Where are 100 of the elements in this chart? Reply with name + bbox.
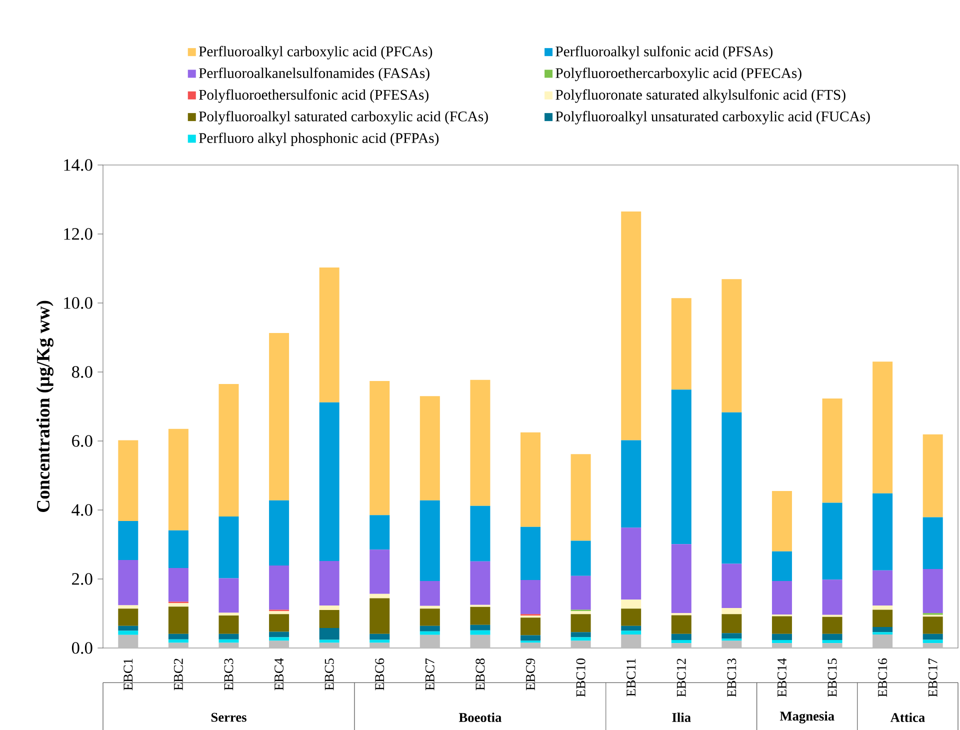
bar <box>218 516 239 578</box>
bar <box>269 500 290 566</box>
bar <box>319 640 340 643</box>
x-tick-label: EBC5 <box>324 658 334 690</box>
y-tick-label: 8.0 <box>72 366 92 378</box>
bar <box>319 561 340 606</box>
bar <box>822 634 842 640</box>
bar <box>772 634 792 640</box>
bar <box>470 624 490 630</box>
bar <box>822 502 842 580</box>
bar <box>772 640 792 644</box>
bar <box>370 550 390 594</box>
bar <box>671 390 692 544</box>
bar <box>722 633 742 639</box>
bar <box>872 632 893 635</box>
bar <box>168 603 188 607</box>
bar <box>520 432 541 527</box>
bar <box>621 626 642 631</box>
legend-label: Polyfluoroethercarboxylic acid (PFECAs) <box>556 68 802 82</box>
bar <box>922 434 943 518</box>
bar <box>621 630 642 635</box>
bar <box>370 380 390 516</box>
bar <box>269 640 290 648</box>
x-tick-label: EBC1 <box>124 658 133 690</box>
bar <box>722 640 742 648</box>
bar <box>520 580 541 614</box>
y-tick-label: 12.0 <box>64 228 92 240</box>
bar <box>872 626 893 632</box>
bar <box>420 634 440 648</box>
bar <box>118 440 138 522</box>
bar <box>570 611 591 614</box>
bar <box>370 634 390 640</box>
x-tick-label: EBC6 <box>375 658 384 690</box>
legend-label: Perfluoroalkyl sulfonic acid (PFSAs) <box>556 46 772 60</box>
bar <box>168 634 188 640</box>
bar <box>420 500 440 582</box>
x-tick-label: EBC16 <box>878 658 888 697</box>
bar <box>470 630 490 635</box>
bar <box>722 608 742 614</box>
bar <box>420 631 440 635</box>
bar <box>319 610 340 628</box>
bar <box>772 581 792 615</box>
bar <box>772 491 792 552</box>
y-axis-title: Concentration (μg/Kg ww) <box>36 300 54 512</box>
y-tick-label: 2.0 <box>72 573 92 585</box>
bar <box>722 412 742 564</box>
bar <box>269 632 290 638</box>
bar <box>570 640 591 648</box>
bar <box>671 643 692 648</box>
x-tick-label: EBC17 <box>928 658 938 697</box>
y-tick-label: 10.0 <box>64 297 92 309</box>
bar <box>722 614 742 634</box>
bar <box>822 640 842 644</box>
bar <box>772 643 792 648</box>
legend-label: Polyfluoroethersulfonic acid (PFESAs) <box>198 89 428 103</box>
bar <box>671 544 692 614</box>
bar <box>671 640 692 644</box>
bar <box>319 606 340 610</box>
bar <box>570 576 591 610</box>
bar <box>420 606 440 609</box>
bar <box>370 642 390 648</box>
bar <box>218 578 239 613</box>
bar <box>269 611 290 614</box>
bar <box>570 454 591 541</box>
bar <box>420 396 440 500</box>
bar <box>872 634 893 648</box>
bar <box>470 561 490 605</box>
bar <box>822 643 842 648</box>
bar <box>370 594 390 598</box>
bar <box>872 362 893 494</box>
bar <box>118 560 138 606</box>
bar <box>822 580 842 615</box>
bar <box>118 630 138 635</box>
bar <box>370 515 390 550</box>
bar <box>922 568 943 614</box>
bar <box>570 632 591 638</box>
bar <box>218 616 239 634</box>
bar <box>922 643 943 648</box>
bar <box>470 634 490 648</box>
bar <box>470 380 490 506</box>
bar <box>269 333 290 500</box>
bar <box>168 428 188 530</box>
x-tick-label: EBC15 <box>828 658 837 697</box>
legend-label: Polyfluoroalkyl unsaturated carboxylic acid (FUCAs) <box>556 110 870 124</box>
bar <box>118 605 138 609</box>
x-tick-label: EBC8 <box>476 658 485 690</box>
bar <box>218 634 239 640</box>
x-tick-label: EBC2 <box>174 658 183 690</box>
bar <box>922 616 943 634</box>
legend-label: Polyfluoroalkyl saturated carboxylic acid (FCAs) <box>198 110 488 124</box>
bar <box>218 384 239 517</box>
bar <box>621 600 642 609</box>
bar <box>269 566 290 610</box>
bar <box>621 440 642 528</box>
bar <box>168 606 188 634</box>
bar <box>420 626 440 632</box>
text: Magnesia <box>780 711 834 724</box>
bar <box>118 626 138 631</box>
bar <box>520 635 541 641</box>
bar <box>370 640 390 643</box>
